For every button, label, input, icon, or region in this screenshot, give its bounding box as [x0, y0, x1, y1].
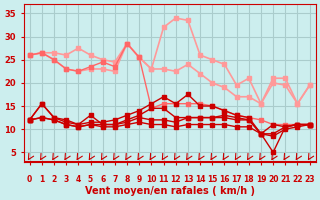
- X-axis label: Vent moyen/en rafales ( km/h ): Vent moyen/en rafales ( km/h ): [85, 186, 255, 196]
